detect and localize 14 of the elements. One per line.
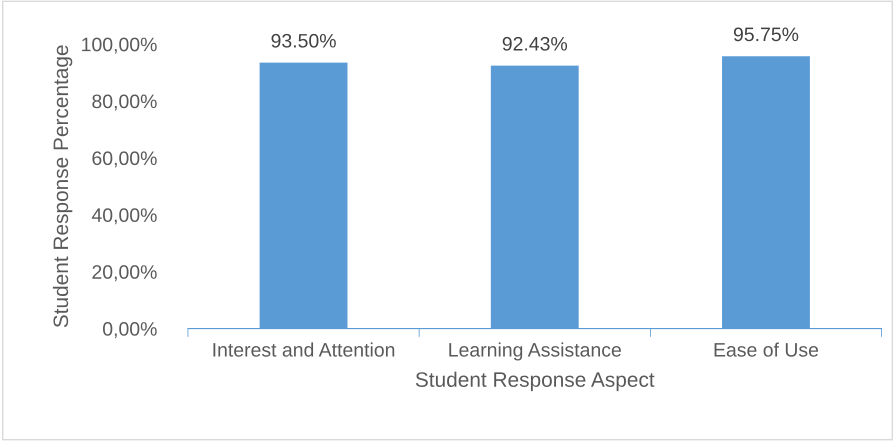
y-tick-label: 80,00%	[92, 94, 157, 111]
y-tick-label: 20,00%	[92, 265, 157, 282]
y-axis-title: Student Response Percentage	[52, 45, 72, 328]
data-label: 95.75%	[734, 27, 798, 42]
y-tick-label: 100,00%	[82, 38, 157, 54]
data-label: 93.50%	[271, 34, 336, 48]
y-tick-label: 0,00%	[103, 322, 157, 338]
x-axis-title: Student Response Aspect	[416, 372, 654, 392]
x-tick-label: Interest and Attention	[213, 342, 394, 357]
y-tick-label: 40,00%	[92, 208, 157, 224]
data-label: 92.43%	[502, 36, 568, 51]
x-tick-label: Ease of Use	[714, 342, 818, 357]
y-tick-label: 60,00%	[92, 151, 157, 168]
x-tick-label: Learning Assistance	[449, 342, 621, 361]
